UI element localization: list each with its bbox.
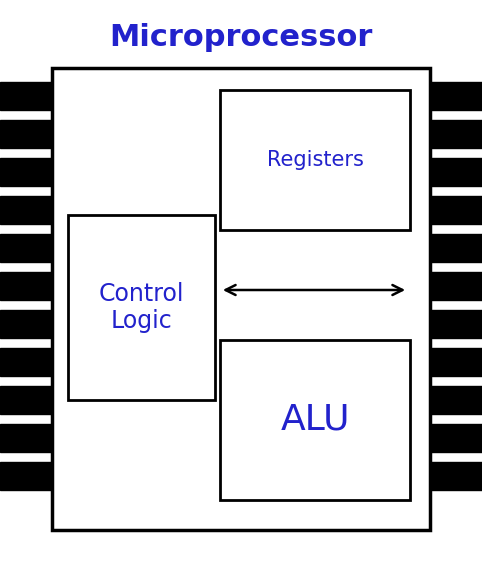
Bar xyxy=(220,90,410,230)
Bar xyxy=(0,272,52,300)
Text: ALU: ALU xyxy=(280,403,350,437)
Bar xyxy=(430,234,482,262)
Bar xyxy=(430,196,482,224)
Bar xyxy=(430,424,482,452)
Bar xyxy=(0,386,52,414)
Bar xyxy=(430,158,482,186)
Bar xyxy=(430,310,482,338)
Bar xyxy=(430,120,482,148)
Bar xyxy=(0,310,52,338)
Bar xyxy=(220,340,410,500)
Text: Microprocessor: Microprocessor xyxy=(109,24,373,52)
Bar xyxy=(430,82,482,110)
Bar xyxy=(52,68,430,530)
Bar xyxy=(0,158,52,186)
Bar xyxy=(0,82,52,110)
Bar xyxy=(430,386,482,414)
Bar xyxy=(0,120,52,148)
Bar xyxy=(0,462,52,490)
Bar xyxy=(430,272,482,300)
Bar xyxy=(0,234,52,262)
Text: Control
Logic: Control Logic xyxy=(99,281,184,333)
Bar xyxy=(0,348,52,376)
Text: Registers: Registers xyxy=(267,150,363,170)
Bar xyxy=(430,348,482,376)
Bar xyxy=(0,424,52,452)
Bar xyxy=(68,215,215,400)
Bar xyxy=(430,462,482,490)
Bar xyxy=(0,196,52,224)
